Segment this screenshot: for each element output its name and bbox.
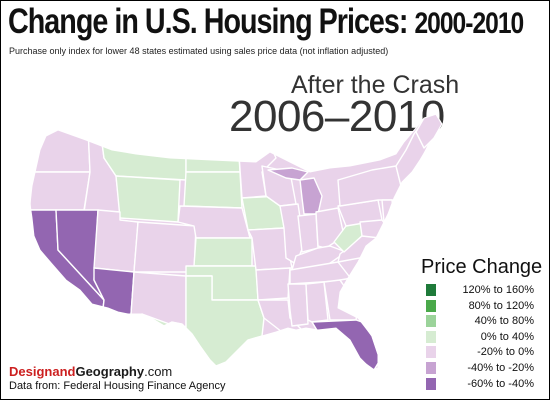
legend-label: 80% to 120%: [468, 299, 534, 312]
legend-item: 120% to 160%: [426, 283, 534, 297]
state-georgia: [323, 279, 359, 321]
state-kansas: [193, 237, 253, 267]
legend-item: -60% to -40%: [426, 377, 534, 391]
legend-swatch: [426, 377, 436, 390]
legend-swatch: [426, 330, 436, 343]
legend-swatch: [426, 361, 436, 374]
legend-item: 40% to 80%: [426, 314, 534, 328]
period-label: After the Crash: [291, 71, 460, 99]
title-years: 2000-2010: [414, 7, 524, 40]
legend: 120% to 160% 80% to 120% 40% to 80% 0% t…: [426, 283, 534, 392]
state-north-dakota: [185, 135, 241, 173]
map-title: Change in U.S. Housing Prices: 2000-2010: [8, 2, 524, 42]
legend-swatch: [426, 315, 436, 328]
map-subtitle: Purchase only index for lower 48 states …: [9, 46, 389, 56]
us-outline: [29, 113, 443, 371]
period-years: 2006–2010: [229, 92, 445, 141]
state-wyoming: [115, 175, 181, 223]
state-indiana: [297, 213, 319, 253]
legend-item: 0% to 40%: [426, 330, 534, 344]
state-arkansas: [255, 267, 291, 301]
state-michigan-upper: [267, 167, 309, 181]
legend-title: Price Change: [421, 256, 543, 278]
brand-link[interactable]: DesignandGeography.com: [9, 364, 172, 379]
state-maryland-delaware: [359, 219, 393, 239]
legend-label: -40% to -20%: [467, 361, 534, 374]
brand-part-geography: Geography: [75, 364, 145, 379]
state-south-carolina: [339, 275, 377, 307]
legend-item: -40% to -20%: [426, 361, 534, 375]
title-text: Change in U.S. Housing Prices:: [8, 2, 408, 41]
legend-label: 40% to 80%: [474, 315, 534, 328]
state-mississippi: [287, 283, 309, 327]
state-south-dakota: [183, 171, 243, 209]
legend-swatch: [426, 284, 436, 296]
brand-part-design: Design: [9, 364, 53, 379]
data-source: Data from: Federal Housing Finance Agenc…: [9, 380, 226, 392]
legend-item: -20% to 0%: [426, 345, 534, 359]
legend-label: -20% to 0%: [477, 346, 534, 359]
state-colorado: [133, 221, 197, 273]
brand-suffix: .com: [144, 364, 173, 379]
legend-label: 120% to 160%: [462, 284, 534, 296]
legend-label: 0% to 40%: [480, 330, 534, 343]
legend-swatch: [426, 346, 436, 359]
legend-swatch: [426, 299, 436, 312]
legend-label: -60% to -40%: [467, 377, 534, 390]
state-washington: [30, 127, 91, 173]
state-florida: [311, 319, 381, 370]
brand-part-and: and: [52, 364, 76, 379]
state-montana: [99, 127, 187, 181]
legend-item: 80% to 120%: [426, 299, 534, 313]
state-oregon: [30, 171, 91, 211]
